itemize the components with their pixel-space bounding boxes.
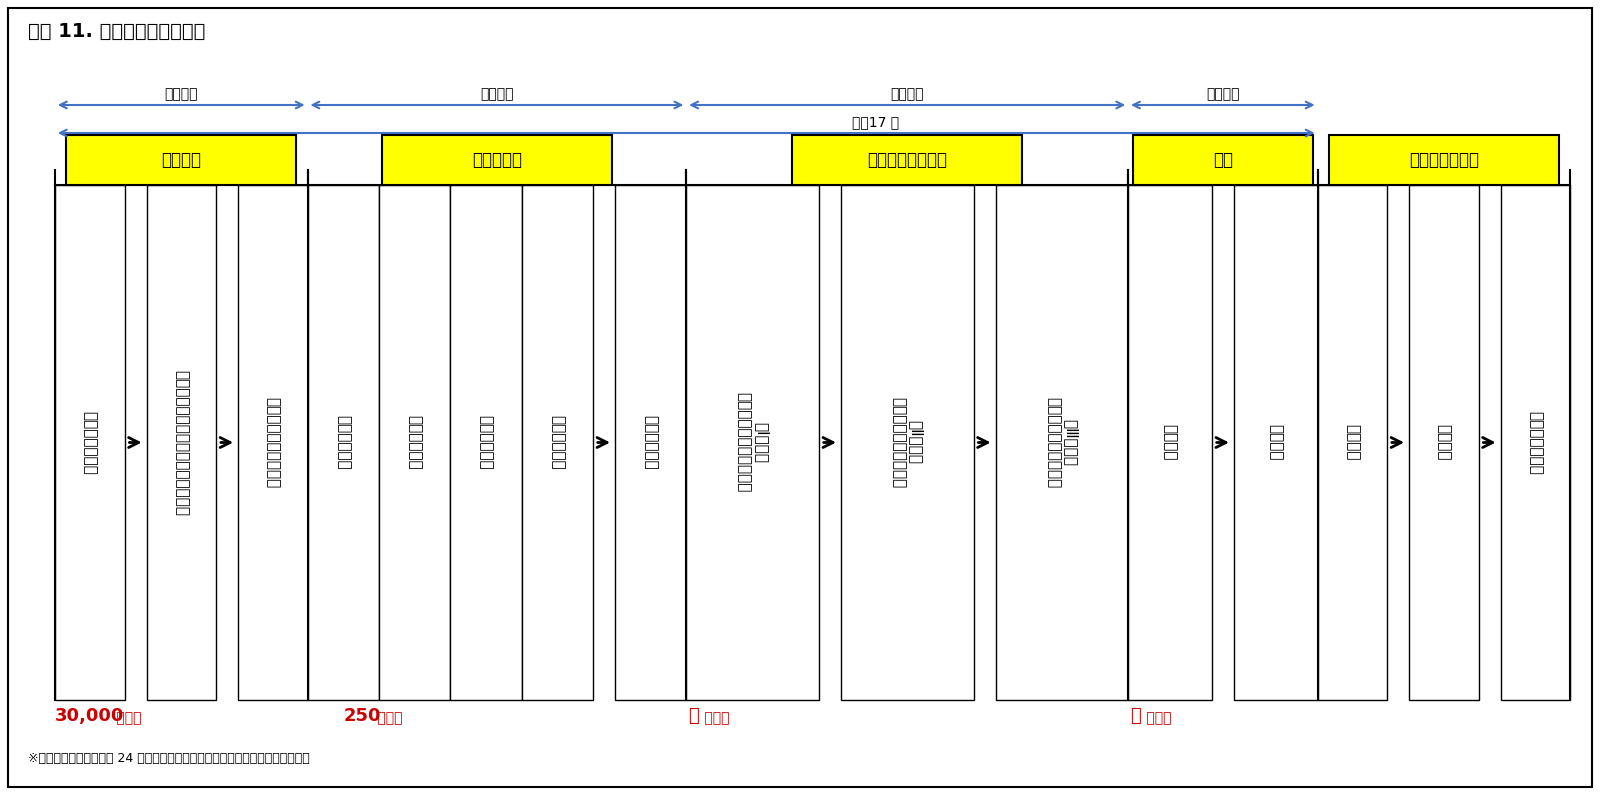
- Text: １: １: [1130, 707, 1141, 725]
- Bar: [1410, 185, 1478, 700]
- Bar: [379, 185, 450, 700]
- Text: ※「厚生労働白書（平成 24 年版）」（厚生労働省）等を参考にして、筆者作成: ※「厚生労働白書（平成 24 年版）」（厚生労働省）等を参考にして、筆者作成: [29, 752, 310, 765]
- Text: 特殊毒性研究: 特殊毒性研究: [643, 415, 658, 470]
- Text: 一般薬理研究: 一般薬理研究: [478, 415, 493, 470]
- Text: 一般毒性研究: 一般毒性研究: [336, 415, 350, 470]
- Text: 薬効薬理研究: 薬効薬理研究: [550, 415, 565, 470]
- Bar: [792, 135, 1022, 185]
- Bar: [1328, 135, 1558, 185]
- Text: 第Ⅱ相試験
（少数の患者が対象）: 第Ⅱ相試験 （少数の患者が対象）: [891, 397, 923, 488]
- Text: 化合物: 化合物: [112, 711, 141, 725]
- Text: ３〜７年: ３〜７年: [891, 87, 923, 101]
- Text: 薬事承認: 薬事承認: [1269, 425, 1283, 461]
- Text: 図表 11. 新薬開発のプロセス: 図表 11. 新薬開発のプロセス: [29, 22, 205, 41]
- Bar: [450, 185, 522, 700]
- Text: １〜２年: １〜２年: [1206, 87, 1240, 101]
- Bar: [1501, 185, 1570, 700]
- Text: ９〜17 年: ９〜17 年: [853, 115, 899, 129]
- Bar: [1133, 135, 1312, 185]
- Text: 250: 250: [342, 707, 381, 725]
- Bar: [1317, 185, 1387, 700]
- Bar: [66, 135, 296, 185]
- Text: 臨床試験（治験）: 臨床試験（治験）: [867, 151, 947, 169]
- Text: 非臨床試験: 非臨床試験: [472, 151, 522, 169]
- Bar: [1234, 185, 1317, 700]
- Text: 承認申請: 承認申請: [1163, 425, 1178, 461]
- Text: 新規物質の創製: 新規物質の創製: [82, 410, 98, 475]
- Text: 化合物: 化合物: [1142, 711, 1171, 725]
- Text: 審査: 審査: [1213, 151, 1234, 169]
- Text: 製造販売後調査: 製造販売後調査: [1528, 410, 1542, 475]
- Text: ２〜３年: ２〜３年: [165, 87, 198, 101]
- Text: 30,000: 30,000: [54, 707, 125, 725]
- Text: 薬物動態研究: 薬物動態研究: [406, 415, 422, 470]
- Text: 薬価収載: 薬価収載: [1344, 425, 1360, 461]
- Bar: [614, 185, 686, 700]
- Text: 製造販売: 製造販売: [1437, 425, 1451, 461]
- Bar: [1128, 185, 1211, 700]
- Text: 第Ⅰ相試験
（少数の健康人が対象）: 第Ⅰ相試験 （少数の健康人が対象）: [736, 392, 768, 493]
- Bar: [522, 185, 594, 700]
- Bar: [382, 135, 611, 185]
- Text: 製造販売後調査: 製造販売後調査: [1408, 151, 1478, 169]
- Text: 化合物: 化合物: [373, 711, 403, 725]
- Bar: [54, 185, 125, 700]
- Bar: [238, 185, 307, 700]
- Bar: [147, 185, 216, 700]
- Bar: [307, 185, 379, 700]
- Text: ５: ５: [688, 707, 699, 725]
- Text: 候補物質の選択（スクリーニング）: 候補物質の選択（スクリーニング）: [174, 370, 189, 515]
- Bar: [995, 185, 1128, 700]
- Text: 第Ⅲ相試験
（多数の患者が対象）: 第Ⅲ相試験 （多数の患者が対象）: [1046, 397, 1078, 488]
- Text: 化合物: 化合物: [701, 711, 730, 725]
- Bar: [842, 185, 973, 700]
- Text: 物理化学的性状の研究: 物理化学的性状の研究: [266, 397, 280, 488]
- Bar: [686, 185, 819, 700]
- Text: 基礎研究: 基礎研究: [162, 151, 202, 169]
- Text: ３〜５年: ３〜５年: [480, 87, 514, 101]
